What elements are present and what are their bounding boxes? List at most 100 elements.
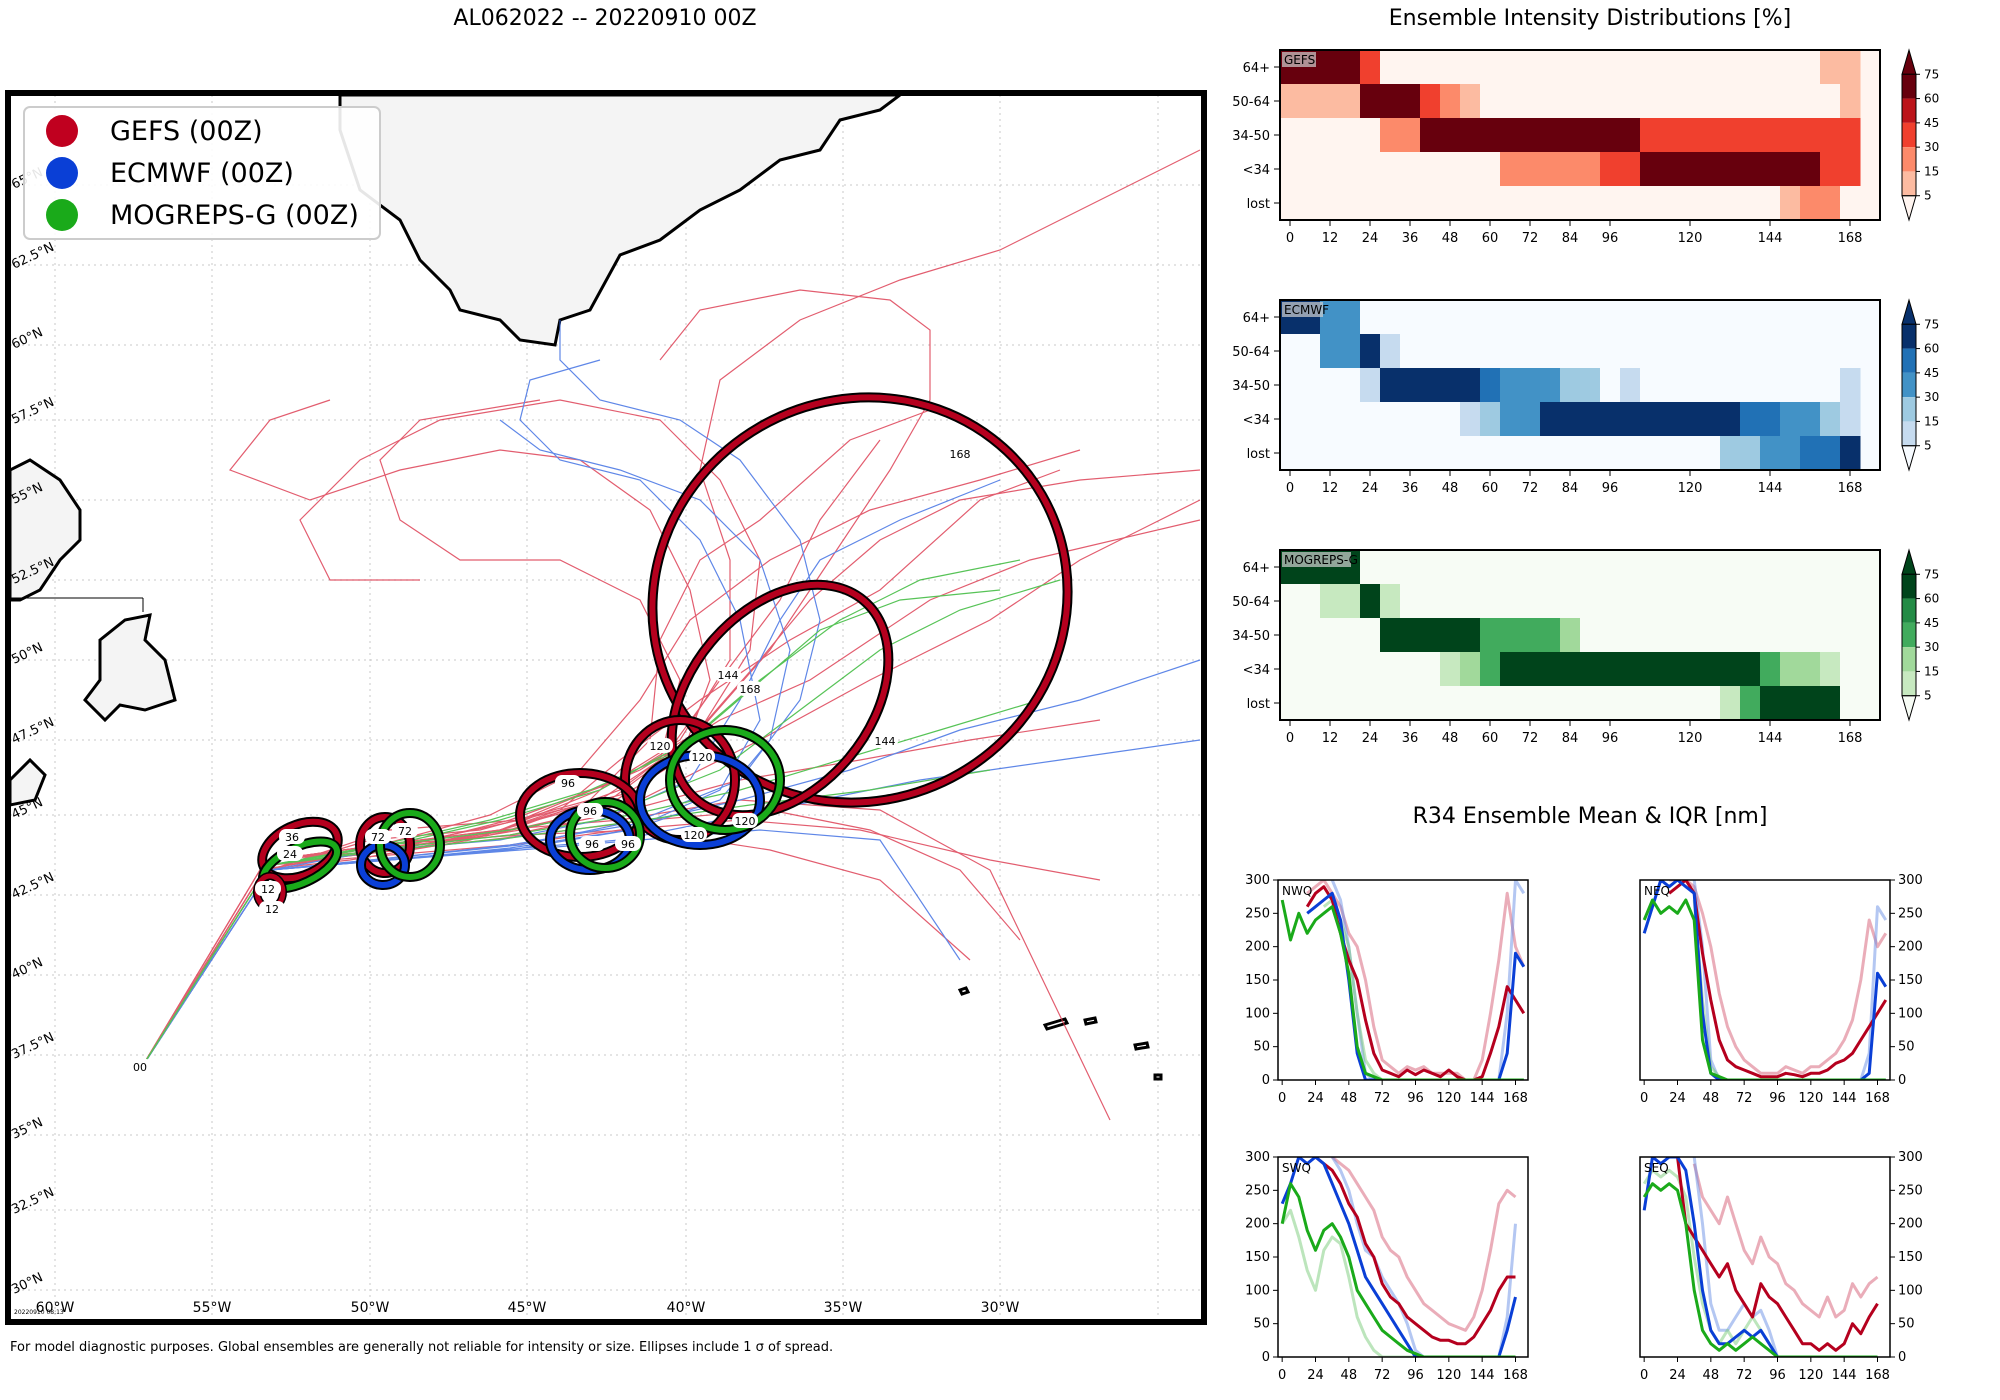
ellipse-tag-label: 72: [398, 825, 412, 838]
heatmap-cell: [1780, 300, 1801, 335]
colorbar-tick-label: 5: [1924, 689, 1932, 703]
heatmap-cell: [1740, 584, 1761, 619]
y-tick-label: 100: [1245, 1006, 1270, 1021]
heatmap-cell: [1360, 652, 1381, 687]
heatmap-cell: [1820, 402, 1841, 437]
heatmap-cell: [1580, 652, 1601, 687]
heatmap-cell: [1620, 652, 1641, 687]
heatmap-cell: [1460, 436, 1481, 471]
heatmap-x-label: 24: [1362, 481, 1379, 496]
heatmap-cell: [1400, 686, 1421, 721]
heatmap-cell: [1520, 618, 1541, 653]
heatmap-x-label: 168: [1838, 231, 1863, 246]
ellipse-tag-bg: [872, 733, 898, 748]
colorbar-segment: [1902, 598, 1916, 623]
y-tick-label: 0: [1898, 1350, 1906, 1365]
heatmap-cell: [1600, 402, 1621, 437]
heatmap-cell: [1680, 152, 1701, 187]
ellipse-tag-bg: [365, 829, 391, 844]
colorbar-tick-label: 45: [1924, 366, 1939, 380]
heatmap-cell: [1720, 584, 1741, 619]
heatmap-cell: [1700, 186, 1721, 221]
heatmap-cell: [1520, 84, 1541, 119]
colorbar-frame: [1901, 323, 1917, 447]
x-tick-label: 168: [1503, 1091, 1528, 1106]
y-tick-label: 150: [1898, 1250, 1923, 1265]
distributions-title: Ensemble Intensity Distributions [%]: [1388, 6, 1792, 31]
colorbar-tick-label: 30: [1924, 640, 1939, 654]
heatmap-cell: [1660, 402, 1681, 437]
ellipse-tag-label: 24: [283, 848, 297, 861]
heatmap-cell: [1500, 186, 1521, 221]
heatmap-cell: [1620, 50, 1641, 85]
heatmap-cell: [1780, 186, 1801, 221]
r34-series-ecmwf: [1642, 1157, 1878, 1357]
heatmap-cell: [1640, 186, 1661, 221]
y-tick-label: 200: [1898, 1217, 1923, 1232]
heatmap-cell: [1320, 368, 1341, 403]
heatmap-name-bg: [1282, 302, 1323, 317]
heatmap-cell: [1840, 436, 1861, 471]
heatmap-cell: [1400, 50, 1421, 85]
heatmap-cell: [1560, 118, 1581, 153]
heatmap-cell: [1640, 584, 1661, 619]
heatmap-cell: [1660, 186, 1681, 221]
heatmap-cell: [1500, 118, 1521, 153]
heatmap-cell: [1340, 50, 1361, 85]
colorbar-segment: [1902, 574, 1916, 599]
heatmap-cell: [1600, 118, 1621, 153]
track-map: 30°N32.5°N35°N37.5°N40°N42.5°N45°N47.5°N…: [5, 90, 1207, 1325]
heatmap-cell: [1420, 368, 1441, 403]
heatmap-row-label: 64+: [1243, 61, 1270, 76]
heatmap-cell: [1300, 584, 1321, 619]
heatmap-cell: [1740, 550, 1761, 585]
heatmap-cell: [1480, 334, 1501, 369]
y-tick-label: 50: [1898, 1317, 1915, 1332]
longitude-label: 50°W: [351, 1300, 390, 1316]
heatmap-cell: [1360, 300, 1381, 335]
heatmap-cell: [1280, 368, 1301, 403]
heatmap-row-label: 34-50: [1232, 629, 1270, 644]
heatmap-row-label: lost: [1247, 697, 1270, 712]
heatmap-x-label: 24: [1362, 731, 1379, 746]
y-tick-label: 0: [1262, 1073, 1270, 1088]
colorbar-segment: [1902, 671, 1916, 696]
heatmap-cell: [1520, 686, 1541, 721]
x-tick-label: 0: [1278, 1368, 1286, 1383]
heatmap-cell: [1480, 402, 1501, 437]
heatmap-cell: [1520, 584, 1541, 619]
ellipse-tag-bg: [259, 901, 285, 916]
heatmap-cell: [1680, 550, 1701, 585]
heatmap-cell: [1700, 118, 1721, 153]
heatmap-cell: [1460, 618, 1481, 653]
colorbar-tick-label: 30: [1924, 390, 1939, 404]
x-tick-label: 72: [1374, 1091, 1391, 1106]
heatmap-cell: [1820, 84, 1841, 119]
heatmap-cell: [1820, 152, 1841, 187]
heatmap-cell: [1840, 186, 1861, 221]
y-tick-label: 50: [1253, 1317, 1270, 1332]
x-tick-label: 144: [1832, 1091, 1857, 1106]
plot-background: [1278, 1157, 1528, 1357]
heatmap-x-label: 168: [1838, 481, 1863, 496]
heatmap-cell: [1760, 402, 1781, 437]
heatmap-cell: [1560, 652, 1581, 687]
heatmap-cell: [1420, 152, 1441, 187]
heatmap-cell: [1640, 436, 1661, 471]
heatmap-cell: [1760, 300, 1781, 335]
heatmap-cell: [1440, 300, 1461, 335]
heatmap-cell: [1660, 550, 1681, 585]
heatmap-cell: [1600, 84, 1621, 119]
heatmap-cell: [1760, 186, 1781, 221]
heatmap-cell: [1740, 652, 1761, 687]
heatmap-cell: [1360, 686, 1381, 721]
heatmap-cell: [1400, 84, 1421, 119]
heatmap-cell: [1660, 50, 1681, 85]
heatmap-cell: [1360, 618, 1381, 653]
ellipse-tag-label: 72: [371, 831, 385, 844]
longitude-label: 40°W: [667, 1300, 706, 1316]
ellipse-tag-bg: [579, 836, 605, 851]
heatmap-cell: [1360, 334, 1381, 369]
heatmap-cell: [1540, 550, 1561, 585]
heatmap-row-label: lost: [1247, 447, 1270, 462]
